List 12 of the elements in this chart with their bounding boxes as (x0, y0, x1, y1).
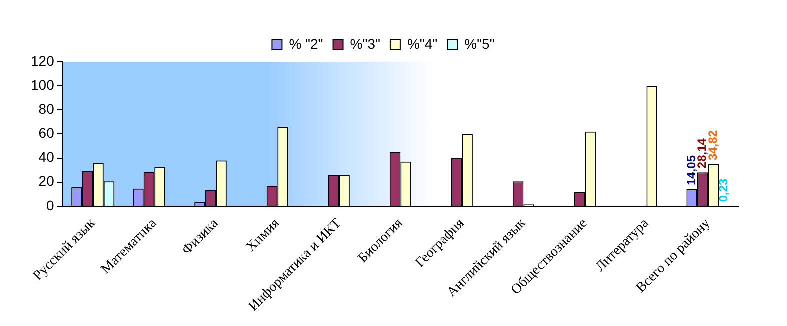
y-tick-label: 120 (31, 52, 55, 69)
legend-label: % "2" (289, 36, 324, 52)
y-tick-label: 100 (31, 76, 55, 93)
y-tick-label: 0 (46, 197, 55, 214)
data-label: 0,23 (716, 178, 731, 202)
y-tick-label: 80 (38, 101, 55, 118)
y-tick-label: 20 (38, 173, 55, 190)
legend-label: %"3" (350, 36, 380, 52)
legend-label: %"5" (464, 36, 495, 52)
legend-label: %"4" (407, 36, 438, 52)
y-tick-label: 60 (38, 125, 55, 142)
y-tick-label: 40 (38, 149, 55, 166)
